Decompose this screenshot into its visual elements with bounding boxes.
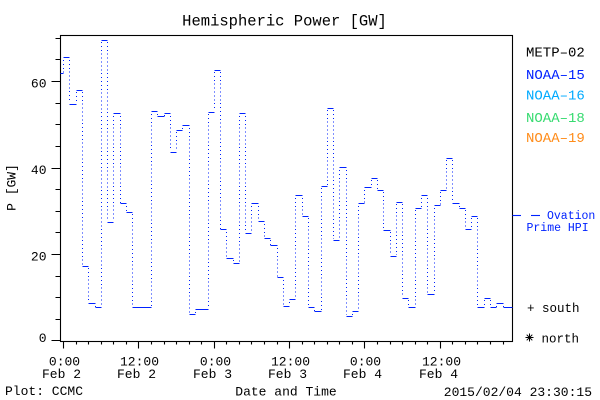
svg-text:60: 60	[31, 77, 47, 92]
svg-text:Feb 3: Feb 3	[193, 367, 232, 382]
svg-text:Feb 2: Feb 2	[42, 367, 81, 382]
svg-text:Feb 2: Feb 2	[117, 367, 156, 382]
svg-text:0: 0	[39, 331, 47, 346]
svg-text:Date and Time: Date and Time	[235, 385, 336, 400]
svg-text:20: 20	[31, 250, 47, 265]
svg-text:METP–02: METP–02	[526, 46, 585, 62]
svg-text:12:00: 12:00	[422, 355, 461, 370]
svg-text:Prime HPI: Prime HPI	[527, 222, 589, 235]
svg-text:Hemispheric Power [GW]: Hemispheric Power [GW]	[182, 13, 387, 31]
svg-text:0:00: 0:00	[49, 355, 80, 370]
svg-text:+ south: + south	[527, 302, 580, 316]
svg-text:Plot: CCMC: Plot: CCMC	[5, 384, 83, 399]
svg-text:NOAA–15: NOAA–15	[526, 68, 585, 84]
svg-text:Ovation: Ovation	[547, 210, 595, 223]
svg-text:Feb 4: Feb 4	[419, 367, 458, 382]
svg-text:2015/02/04 23:30:15: 2015/02/04 23:30:15	[444, 385, 592, 400]
svg-text:40: 40	[31, 163, 47, 178]
svg-text:NOAA–16: NOAA–16	[526, 89, 585, 105]
svg-text:Feb 4: Feb 4	[343, 367, 382, 382]
svg-text:Feb 3: Feb 3	[268, 367, 307, 382]
svg-text:0:00: 0:00	[350, 355, 381, 370]
svg-text:NOAA–18: NOAA–18	[526, 111, 585, 127]
svg-text:12:00: 12:00	[120, 355, 159, 370]
svg-text:NOAA–19: NOAA–19	[526, 131, 585, 147]
svg-text:12:00: 12:00	[271, 355, 310, 370]
svg-text:P [GW]: P [GW]	[5, 164, 20, 211]
svg-text:0:00: 0:00	[200, 355, 231, 370]
svg-text:north: north	[542, 333, 580, 347]
